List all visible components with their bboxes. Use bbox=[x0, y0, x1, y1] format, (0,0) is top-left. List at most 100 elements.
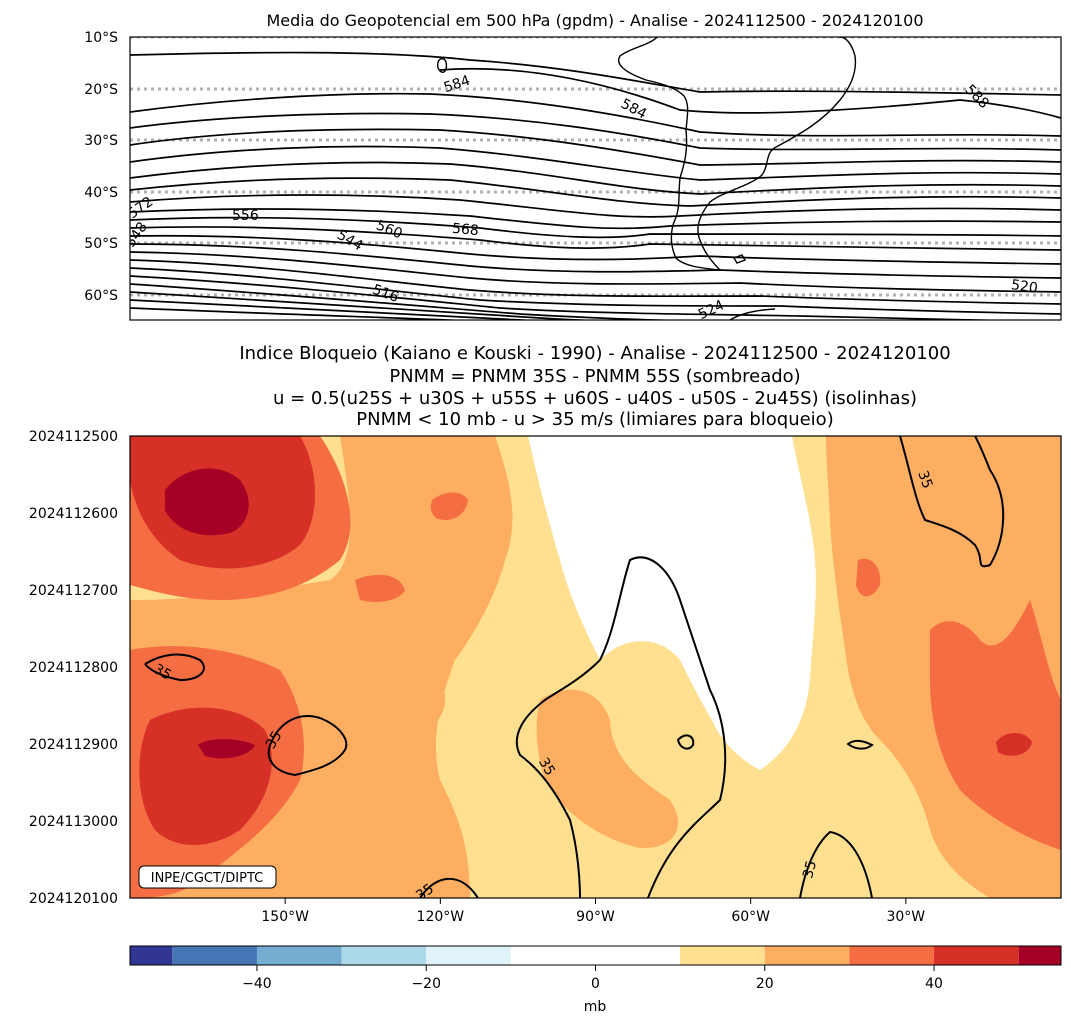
contour-label: 568 bbox=[451, 221, 479, 239]
isoline bbox=[130, 194, 1061, 218]
colorbar: −40 −20 0 20 40 mb bbox=[129, 945, 1062, 1015]
longitude-tick-label: 30°W bbox=[886, 909, 925, 925]
isoline-35 bbox=[419, 877, 479, 898]
credit-box-frame bbox=[138, 865, 277, 889]
isoline bbox=[130, 234, 1061, 265]
isoline bbox=[130, 267, 1061, 315]
date-tick-label: 2024112600 bbox=[29, 506, 118, 522]
isoline-label: 35 bbox=[151, 661, 174, 684]
colorbar-tick-label: 0 bbox=[591, 976, 600, 992]
colorbar-ticks: −40 −20 0 20 40 bbox=[242, 965, 943, 992]
isoline bbox=[130, 275, 1015, 320]
lat-tick-label: 10°S bbox=[84, 30, 118, 46]
isoline bbox=[130, 226, 1061, 251]
isoline bbox=[130, 216, 1061, 239]
isoline-35 bbox=[267, 715, 348, 777]
colorbar-segment bbox=[680, 946, 765, 965]
shaded-region bbox=[430, 492, 468, 520]
lat-tick-label: 20°S bbox=[84, 82, 118, 98]
longitude-ticks: 150°W 120°W 90°W 60°W 30°W bbox=[261, 898, 925, 925]
isoline-label: 35 bbox=[535, 755, 558, 778]
colorbar-segment bbox=[341, 946, 427, 965]
isoline-35 bbox=[599, 556, 727, 898]
date-tick-label: 2024113000 bbox=[29, 814, 118, 830]
colorbar-tick-label: −40 bbox=[242, 976, 272, 992]
isoline bbox=[130, 307, 472, 320]
isoline bbox=[130, 291, 596, 320]
date-tick-label: 2024112700 bbox=[29, 583, 118, 599]
longitude-tick-label: 60°W bbox=[731, 909, 770, 925]
pnmm-shading-below-10 bbox=[528, 436, 816, 770]
title-line: PNMM = PNMM 35S - PNMM 55S (sombreado) bbox=[389, 366, 800, 387]
isoline-35 bbox=[144, 653, 205, 682]
contour-label: 556 bbox=[232, 208, 259, 224]
geopotential-frame bbox=[129, 36, 1062, 321]
colorbar-tick-label: 20 bbox=[756, 976, 774, 992]
geopotential-title: Media do Geopotencial em 500 hPa (gpdm) … bbox=[266, 11, 923, 30]
isoline-35 bbox=[846, 739, 874, 750]
isoline bbox=[130, 128, 1061, 166]
credit-text: INPE/CGCT/DIPTC bbox=[151, 871, 263, 886]
credit-box: INPE/CGCT/DIPTC bbox=[138, 865, 277, 889]
isoline-label: 35 bbox=[263, 728, 286, 751]
isoline-35 bbox=[899, 436, 1005, 568]
lat-tick-label: 30°S bbox=[84, 133, 118, 149]
geopotential-panel: Media do Geopotencial em 500 hPa (gpdm) … bbox=[84, 11, 1062, 321]
isoline bbox=[130, 161, 1061, 195]
longitude-tick-label: 120°W bbox=[417, 909, 465, 925]
shaded-region bbox=[930, 600, 1061, 850]
u-isoline-labels: 35 35 35 35 35 35 bbox=[151, 469, 936, 898]
shaded-region bbox=[856, 558, 881, 597]
contour-label: 584 bbox=[442, 73, 472, 97]
date-tick-label: 2024112500 bbox=[29, 429, 118, 445]
colorbar-label: mb bbox=[584, 999, 607, 1015]
isoline bbox=[130, 51, 1061, 96]
date-ticks: 2024112500 2024112600 2024112700 2024112… bbox=[29, 429, 118, 907]
lat-tick-label: 40°S bbox=[84, 185, 118, 201]
isoline bbox=[439, 67, 1061, 119]
isoline bbox=[130, 92, 1061, 137]
isoline bbox=[130, 208, 1061, 230]
date-tick-label: 2024120100 bbox=[29, 891, 118, 907]
isoline-35 bbox=[676, 734, 695, 750]
colorbar-segment bbox=[510, 946, 681, 965]
contour-label: 520 bbox=[1010, 277, 1039, 297]
colorbar-segment bbox=[764, 946, 850, 965]
easter-island-area bbox=[436, 57, 448, 73]
isoline bbox=[130, 283, 683, 320]
colorbar-segment bbox=[426, 946, 511, 965]
colorbar-segment bbox=[849, 946, 935, 965]
isoline bbox=[130, 145, 1061, 181]
isoline-label: 35 bbox=[914, 469, 935, 491]
falkland-islands bbox=[732, 254, 747, 264]
blocking-index-panel: Indice Bloqueio (Kaiano e Kouski - 1990)… bbox=[29, 343, 1062, 925]
date-tick-label: 2024112800 bbox=[29, 660, 118, 676]
pnmm-shading-above-50 bbox=[165, 468, 255, 759]
isoline bbox=[130, 112, 1061, 151]
longitude-tick-label: 150°W bbox=[261, 909, 309, 925]
title-line: PNMM < 10 mb - u > 35 m/s (limiares para… bbox=[356, 409, 833, 430]
lat-tick-label: 60°S bbox=[84, 288, 118, 304]
isoline bbox=[130, 251, 1061, 293]
colorbar-segment bbox=[130, 946, 173, 965]
latitude-ticks: 10°S 20°S 30°S 40°S 50°S 60°S bbox=[84, 30, 118, 304]
shaded-region bbox=[320, 655, 445, 731]
shaded-region bbox=[355, 574, 405, 602]
antarctic-peninsula bbox=[729, 308, 776, 320]
shaded-region bbox=[165, 468, 249, 536]
colorbar-segment bbox=[172, 946, 257, 965]
isoline bbox=[130, 177, 1061, 207]
lat-tick-label: 50°S bbox=[84, 236, 118, 252]
shaded-region bbox=[536, 689, 679, 849]
colorbar-segment bbox=[1018, 946, 1061, 965]
isoline-label: 35 bbox=[800, 859, 820, 880]
date-tick-label: 2024112900 bbox=[29, 737, 118, 753]
geopotential-contour-labels: 584 584 588 572 556 560 568 544 548 516 … bbox=[130, 73, 1039, 320]
title-line: u = 0.5(u25S + u30S + u55S + u60S - u40S… bbox=[273, 388, 917, 409]
isoline bbox=[130, 259, 1061, 305]
isoline-35 bbox=[515, 659, 601, 898]
u-isolines-35 bbox=[144, 436, 1005, 898]
colorbar-segment bbox=[256, 946, 342, 965]
colorbar-segment bbox=[934, 946, 1019, 965]
